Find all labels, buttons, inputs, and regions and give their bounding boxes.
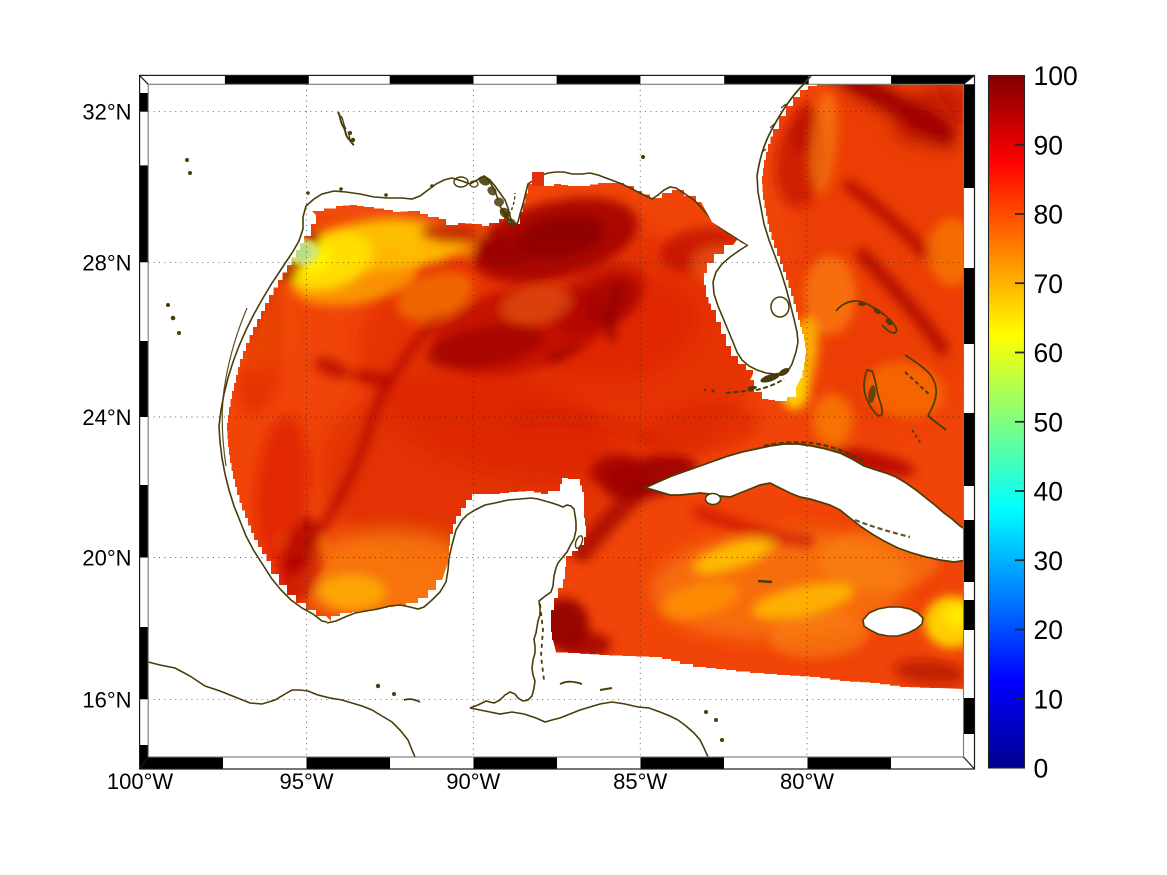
svg-text:80: 80 <box>1034 200 1063 230</box>
svg-text:0: 0 <box>1034 754 1049 784</box>
svg-text:100°W: 100°W <box>107 769 174 794</box>
svg-text:85°W: 85°W <box>613 769 667 794</box>
svg-text:100: 100 <box>1034 61 1078 91</box>
svg-text:80°W: 80°W <box>780 769 834 794</box>
svg-text:24°N: 24°N <box>82 405 131 430</box>
svg-text:60: 60 <box>1034 338 1063 368</box>
svg-text:50: 50 <box>1034 407 1063 437</box>
svg-text:90°W: 90°W <box>446 769 500 794</box>
svg-text:20°N: 20°N <box>82 546 131 571</box>
svg-text:30: 30 <box>1034 546 1063 576</box>
svg-text:32°N: 32°N <box>82 100 131 125</box>
svg-text:10: 10 <box>1034 684 1063 714</box>
svg-text:95°W: 95°W <box>279 769 333 794</box>
svg-text:70: 70 <box>1034 269 1063 299</box>
svg-text:16°N: 16°N <box>82 687 131 712</box>
svg-text:40: 40 <box>1034 477 1063 507</box>
svg-text:20: 20 <box>1034 615 1063 645</box>
svg-text:28°N: 28°N <box>82 250 131 275</box>
svg-text:90: 90 <box>1034 130 1063 160</box>
